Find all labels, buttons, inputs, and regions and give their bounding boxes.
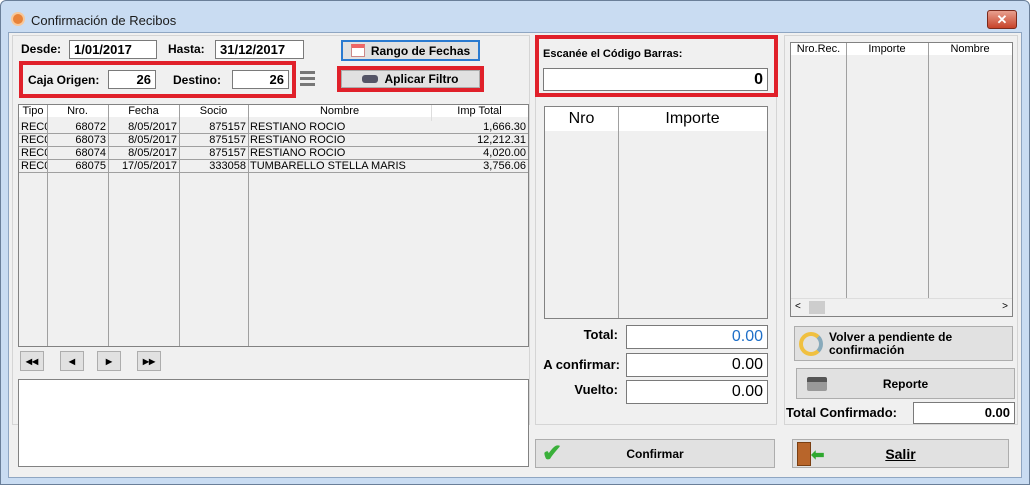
hasta-label: Hasta: <box>168 42 205 56</box>
rango-fechas-label: Rango de Fechas <box>370 43 471 58</box>
a-confirmar-value: 0.00 <box>626 353 768 377</box>
nav-next-button[interactable]: ▶ <box>97 351 121 371</box>
nav-prev-button[interactable]: ◀ <box>60 351 84 371</box>
total-confirmado-label: Total Confirmado: <box>786 405 897 420</box>
table-cell: 68072 <box>75 121 106 133</box>
total-label: Total: <box>583 327 618 342</box>
table-cell: 17/05/2017 <box>121 160 177 172</box>
table-cell: REC0 <box>21 134 47 146</box>
confirmed-grid[interactable]: Nro.Rec. Importe Nombre < > <box>790 42 1013 317</box>
reporte-button[interactable]: Reporte <box>796 368 1015 399</box>
table-cell: TUMBARELLO STELLA MARIS <box>250 160 406 172</box>
total-value: 0.00 <box>626 325 768 349</box>
arrow-left-icon: ⬅ <box>811 447 825 464</box>
col-header-imp-total[interactable]: Imp Total <box>431 105 528 117</box>
table-cell: 68074 <box>75 147 106 159</box>
col-header-nro[interactable]: Nro. <box>47 105 108 117</box>
close-button[interactable]: ✕ <box>987 10 1017 29</box>
col-header-fecha[interactable]: Fecha <box>108 105 179 117</box>
table-cell: REC0 <box>21 121 47 133</box>
reporte-label: Reporte <box>882 376 929 391</box>
col-header-socio[interactable]: Socio <box>179 105 248 117</box>
table-cell: 875157 <box>209 121 246 133</box>
col-header-nro[interactable]: Nro <box>545 107 618 131</box>
table-cell: RESTIANO ROCIO <box>250 121 346 133</box>
col-header-tipo[interactable]: Tipo <box>19 105 47 117</box>
scrollbar-thumb[interactable] <box>809 301 825 314</box>
aplicar-highlight <box>337 66 484 92</box>
calendar-icon <box>350 44 365 57</box>
confirmar-label: Confirmar <box>626 446 684 461</box>
volver-pendiente-button[interactable]: Volver a pendiente de confirmación <box>794 326 1013 361</box>
printer-icon <box>807 377 827 391</box>
destino-label: Destino: <box>173 73 221 87</box>
receipts-grid[interactable]: Tipo Nro. Fecha Socio Nombre Imp Total R… <box>18 104 529 347</box>
scan-highlight <box>535 35 778 97</box>
nav-first-button[interactable]: ◀◀ <box>20 351 44 371</box>
table-cell: 68073 <box>75 134 106 146</box>
refresh-icon <box>799 331 823 356</box>
table-cell: 8/05/2017 <box>128 134 177 146</box>
confirmed-panel <box>784 35 1018 425</box>
col-header-nro-rec[interactable]: Nro.Rec. <box>791 43 846 55</box>
table-row[interactable]: REC0 68073 8/05/2017 875157 RESTIANO ROCIO 12… <box>19 134 528 147</box>
barcode-input[interactable]: 0 <box>543 68 768 91</box>
table-cell: 8/05/2017 <box>128 121 177 133</box>
rango-fechas-button[interactable]: Rango de Fechas <box>341 40 480 61</box>
table-cell: 4,020.00 <box>483 147 526 159</box>
col-header-nombre[interactable]: Nombre <box>248 105 431 117</box>
scan-label: Escanée el Código Barras: <box>543 48 683 60</box>
desde-label: Desde: <box>21 42 62 56</box>
table-cell: 8/05/2017 <box>128 147 177 159</box>
table-cell: RESTIANO ROCIO <box>250 134 346 146</box>
scan-grid[interactable]: Nro Importe <box>544 106 768 319</box>
col-header-importe[interactable]: Importe <box>846 43 928 55</box>
horizontal-scrollbar[interactable]: < > <box>791 298 1012 316</box>
nav-last-button[interactable]: ▶▶ <box>137 351 161 371</box>
vuelto-value: 0.00 <box>626 380 768 404</box>
total-confirmado-value: 0.00 <box>913 402 1015 424</box>
caja-highlight <box>19 61 296 98</box>
table-cell: 12,212.31 <box>477 134 526 146</box>
table-row[interactable]: REC0 68072 8/05/2017 875157 RESTIANO ROCIO 1,… <box>19 121 528 134</box>
table-cell: 3,756.06 <box>483 160 526 172</box>
aplicar-filtro-label: Aplicar Filtro <box>384 72 459 86</box>
caja-origen-input[interactable]: 26 <box>108 70 156 89</box>
table-row[interactable]: REC0 68074 8/05/2017 875157 RESTIANO ROCIO 4,… <box>19 147 528 160</box>
menu-icon[interactable] <box>300 71 315 87</box>
vuelto-label: Vuelto: <box>574 382 618 397</box>
salir-label: Salir <box>885 445 916 462</box>
table-cell: 1,666.30 <box>483 121 526 133</box>
table-cell: RESTIANO ROCIO <box>250 147 346 159</box>
table-cell: REC0 <box>21 160 47 172</box>
col-header-importe[interactable]: Importe <box>618 107 767 131</box>
table-row[interactable]: REC0 68075 17/05/2017 333058 TUMBARELLO STEL… <box>19 160 528 173</box>
confirmar-button[interactable]: ✔ Confirmar <box>535 439 775 468</box>
hasta-input[interactable]: 31/12/2017 <box>215 40 304 59</box>
checkmark-icon: ✔ <box>542 440 563 467</box>
exit-door-icon <box>797 442 811 466</box>
memo-box[interactable] <box>18 379 529 467</box>
salir-button[interactable]: ⬅ Salir <box>792 439 1009 468</box>
table-cell: REC0 <box>21 147 47 159</box>
table-cell: 68075 <box>75 160 106 172</box>
aplicar-filtro-button[interactable]: Aplicar Filtro <box>341 70 480 88</box>
destino-input[interactable]: 26 <box>232 70 289 89</box>
caja-origen-label: Caja Origen: <box>28 73 100 87</box>
a-confirmar-label: A confirmar: <box>543 357 620 372</box>
table-cell: 333058 <box>209 160 246 172</box>
app-icon <box>11 12 25 26</box>
table-cell: 875157 <box>209 147 246 159</box>
binoculars-icon <box>362 75 379 83</box>
col-header-nombre[interactable]: Nombre <box>928 43 1012 55</box>
window-title: Confirmación de Recibos <box>31 13 177 28</box>
table-cell: 875157 <box>209 134 246 146</box>
desde-input[interactable]: 1/01/2017 <box>69 40 157 59</box>
volver-pendiente-label: Volver a pendiente de confirmación <box>829 329 953 357</box>
